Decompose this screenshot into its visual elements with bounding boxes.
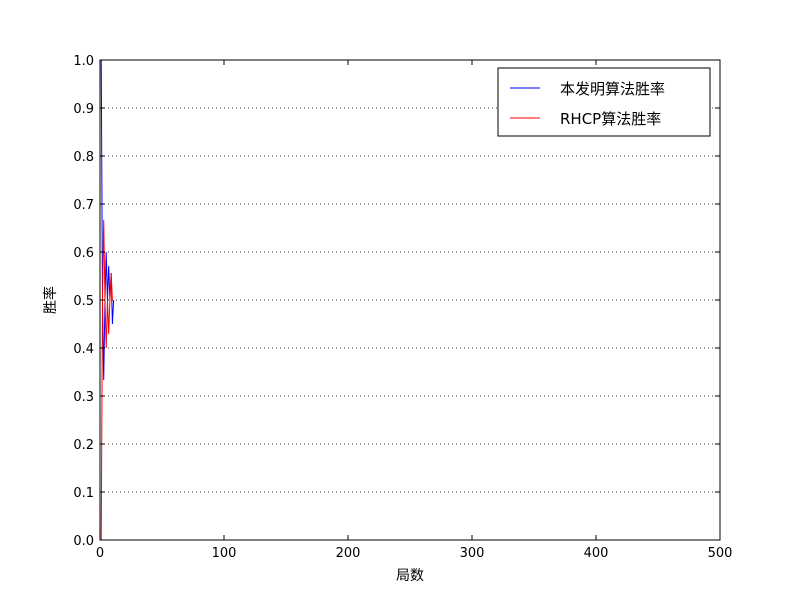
y-tick-label: 0.5 [73, 294, 94, 309]
y-tick-label: 0.0 [73, 534, 94, 549]
y-tick-label: 0.3 [73, 390, 94, 405]
legend-entry-label: RHCP算法胜率 [560, 110, 661, 128]
legend: 本发明算法胜率 RHCP算法胜率 [497, 67, 711, 137]
y-tick-label: 0.8 [73, 150, 94, 165]
y-tick-label: 0.1 [73, 486, 94, 501]
y-tick-label: 0.9 [73, 102, 94, 117]
x-tick-label: 300 [460, 546, 485, 561]
x-tick-label: 400 [584, 546, 609, 561]
y-tick-label: 0.6 [73, 246, 94, 261]
x-tick-label: 100 [212, 546, 237, 561]
gridlines [100, 107, 720, 493]
x-axis-label: 局数 [396, 568, 424, 584]
axis-ticks: 0.0 0.1 0.2 0.3 0.4 0.5 0.6 0.7 0.8 0.9 1.0 0 100 200… [73, 54, 732, 561]
x-tick-label: 200 [336, 546, 361, 561]
legend-entry-label: 本发明算法胜率 [560, 80, 665, 98]
y-tick-label: 0.7 [73, 198, 94, 213]
y-tick-label: 0.2 [73, 438, 94, 453]
legend-box [497, 67, 711, 137]
y-tick-label: 1.0 [73, 54, 94, 69]
series-lines [100, 59, 115, 541]
y-tick-label: 0.4 [73, 342, 94, 357]
series-line-1 [100, 219, 113, 541]
y-axis-label: 胜率 [42, 286, 59, 314]
x-tick-label: 0 [96, 546, 104, 561]
x-tick-label: 500 [708, 546, 733, 561]
